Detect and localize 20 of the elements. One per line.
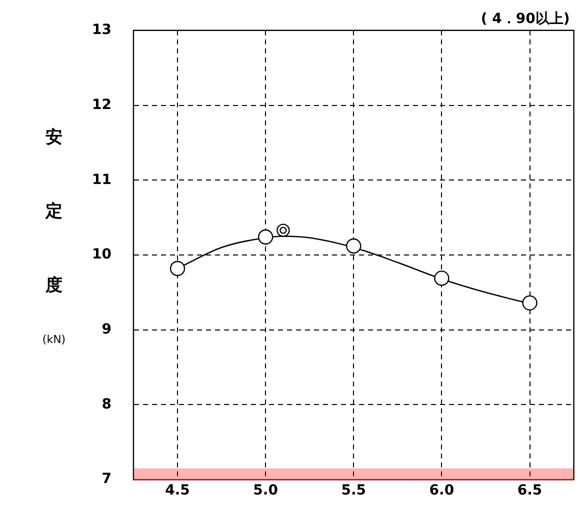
point [276,224,290,237]
y-tick-label: 11 [92,172,112,188]
y-tick-label: 8 [102,396,112,412]
x-tick-label: 5.5 [341,482,366,499]
y-tick-label: 9 [102,322,112,338]
point [522,295,538,311]
point [258,229,274,245]
text: ( 4．90以上) [480,11,570,28]
x-tick-label: 6.0 [429,482,454,499]
point [170,260,186,276]
x-tick-label: 4.5 [165,482,190,499]
x-tick-label: 5.0 [253,482,278,499]
y-tick-label: 13 [92,22,112,38]
x-tick-label: 6.5 [517,482,542,499]
point [346,238,362,254]
y-tick-label: 12 [92,96,112,113]
y-tick-label: 10 [92,246,112,263]
y-tick-label: 7 [102,471,112,488]
point [434,270,450,286]
text: 安定度(kN) [42,127,66,346]
